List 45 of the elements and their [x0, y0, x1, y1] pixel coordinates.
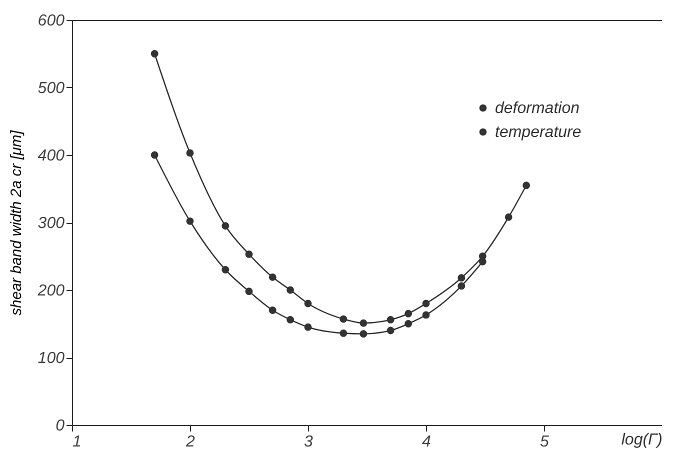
y-axis-title: shear band width 2a cr [μm] — [8, 130, 25, 316]
point — [504, 213, 512, 221]
point — [150, 50, 158, 58]
point — [522, 182, 530, 190]
point — [245, 288, 253, 296]
y-tick-label: 100 — [38, 350, 65, 367]
point — [340, 330, 348, 337]
point — [150, 151, 158, 159]
x-tick-label: 2 — [185, 434, 196, 450]
point — [458, 282, 466, 290]
point — [245, 250, 253, 258]
x-tick-label: 1 — [72, 434, 82, 450]
y-tick-label: 0 — [56, 418, 65, 434]
y-tick-label: 400 — [38, 148, 65, 164]
x-axis-title: log(Γ̇) — [621, 432, 662, 448]
point — [286, 316, 294, 324]
point — [186, 149, 194, 157]
point — [386, 326, 394, 334]
point — [422, 300, 430, 308]
point — [360, 330, 368, 338]
y-tick-label: 600 — [38, 12, 65, 30]
x-tick-label: 4 — [422, 434, 432, 450]
x-tick-label: 5 — [540, 434, 550, 450]
point — [404, 320, 412, 328]
legend-label: temperature — [495, 124, 582, 141]
point — [478, 252, 486, 260]
point — [386, 316, 394, 324]
point — [286, 286, 294, 294]
x-tick-label: 3 — [304, 434, 314, 450]
point — [304, 300, 312, 308]
point — [422, 311, 430, 319]
legend-label: deformation — [495, 100, 580, 117]
point — [360, 319, 368, 327]
point — [304, 323, 312, 331]
point — [268, 306, 276, 314]
point — [458, 274, 466, 282]
y-tick-label: 300 — [38, 215, 65, 232]
point — [222, 266, 230, 274]
point — [404, 310, 412, 318]
point — [340, 315, 348, 323]
point — [186, 217, 194, 225]
point — [222, 222, 230, 230]
point — [268, 273, 276, 281]
y-tick-label: 200 — [36, 282, 65, 300]
y-tick-label: 500 — [38, 80, 65, 97]
